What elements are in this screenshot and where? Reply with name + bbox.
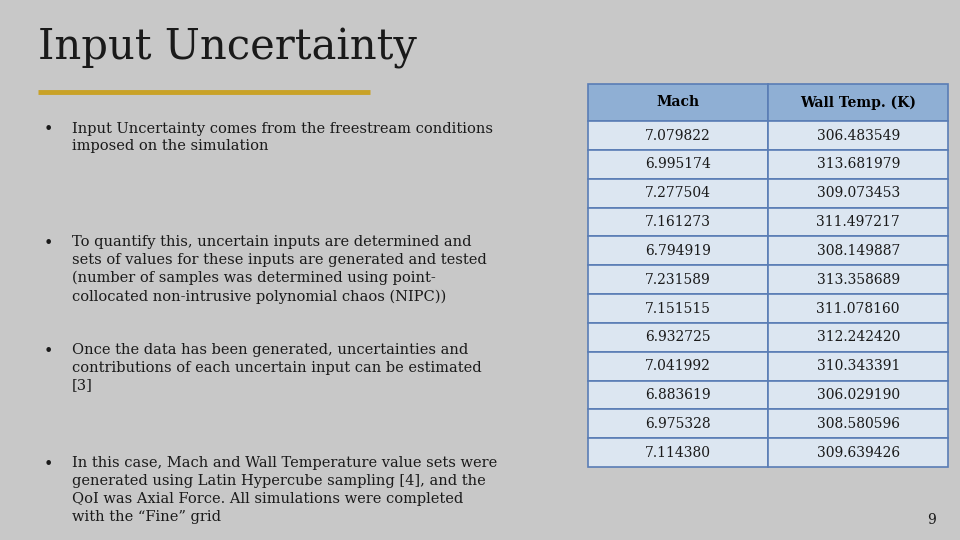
Text: 313.358689: 313.358689: [817, 273, 900, 287]
Text: •: •: [43, 122, 53, 138]
Bar: [768, 323, 948, 352]
Bar: [768, 352, 948, 381]
Text: 310.343391: 310.343391: [817, 359, 900, 373]
Text: 306.029190: 306.029190: [817, 388, 900, 402]
Bar: [768, 150, 948, 179]
Bar: [768, 208, 948, 237]
Text: 7.041992: 7.041992: [645, 359, 710, 373]
Text: •: •: [43, 235, 53, 252]
Text: Mach: Mach: [657, 96, 699, 110]
Text: 7.231589: 7.231589: [645, 273, 710, 287]
Bar: [588, 150, 768, 179]
Text: 6.995174: 6.995174: [645, 158, 710, 171]
Text: 7.114380: 7.114380: [645, 446, 710, 460]
Text: 7.277504: 7.277504: [645, 186, 710, 200]
Bar: [768, 121, 948, 150]
Bar: [588, 179, 768, 208]
Text: 309.639426: 309.639426: [817, 446, 900, 460]
Text: 308.580596: 308.580596: [817, 417, 900, 431]
Bar: [588, 352, 768, 381]
Bar: [768, 438, 948, 467]
Text: 311.497217: 311.497217: [816, 215, 900, 229]
Bar: [588, 121, 768, 150]
Text: Wall Temp. (K): Wall Temp. (K): [801, 95, 916, 110]
Text: 7.151515: 7.151515: [645, 301, 710, 315]
Text: 6.883619: 6.883619: [645, 388, 710, 402]
Text: 306.483549: 306.483549: [817, 129, 900, 143]
Text: •: •: [43, 456, 53, 473]
Text: Input Uncertainty: Input Uncertainty: [38, 27, 418, 69]
Bar: [588, 294, 768, 323]
Bar: [768, 381, 948, 409]
Bar: [768, 179, 948, 208]
Bar: [588, 409, 768, 438]
Text: 7.079822: 7.079822: [645, 129, 710, 143]
Text: 313.681979: 313.681979: [817, 158, 900, 171]
Text: 6.975328: 6.975328: [645, 417, 710, 431]
Bar: [588, 84, 768, 121]
Text: Once the data has been generated, uncertainties and
contributions of each uncert: Once the data has been generated, uncert…: [72, 343, 482, 393]
Bar: [588, 323, 768, 352]
Bar: [588, 265, 768, 294]
Text: 311.078160: 311.078160: [817, 301, 900, 315]
Bar: [588, 208, 768, 237]
Bar: [768, 409, 948, 438]
Bar: [768, 84, 948, 121]
Text: 308.149887: 308.149887: [817, 244, 900, 258]
Bar: [588, 237, 768, 265]
Text: 6.794919: 6.794919: [645, 244, 710, 258]
Text: To quantify this, uncertain inputs are determined and
sets of values for these i: To quantify this, uncertain inputs are d…: [72, 235, 487, 303]
Text: 7.161273: 7.161273: [645, 215, 710, 229]
Text: Input Uncertainty comes from the freestream conditions
imposed on the simulation: Input Uncertainty comes from the freestr…: [72, 122, 493, 153]
Text: 312.242420: 312.242420: [817, 330, 900, 345]
Text: 6.932725: 6.932725: [645, 330, 710, 345]
Bar: [588, 438, 768, 467]
Bar: [768, 265, 948, 294]
Text: •: •: [43, 343, 53, 360]
Bar: [768, 237, 948, 265]
Text: 309.073453: 309.073453: [817, 186, 900, 200]
Bar: [768, 294, 948, 323]
Text: In this case, Mach and Wall Temperature value sets were
generated using Latin Hy: In this case, Mach and Wall Temperature …: [72, 456, 497, 524]
Bar: [588, 381, 768, 409]
Text: 9: 9: [927, 512, 936, 526]
